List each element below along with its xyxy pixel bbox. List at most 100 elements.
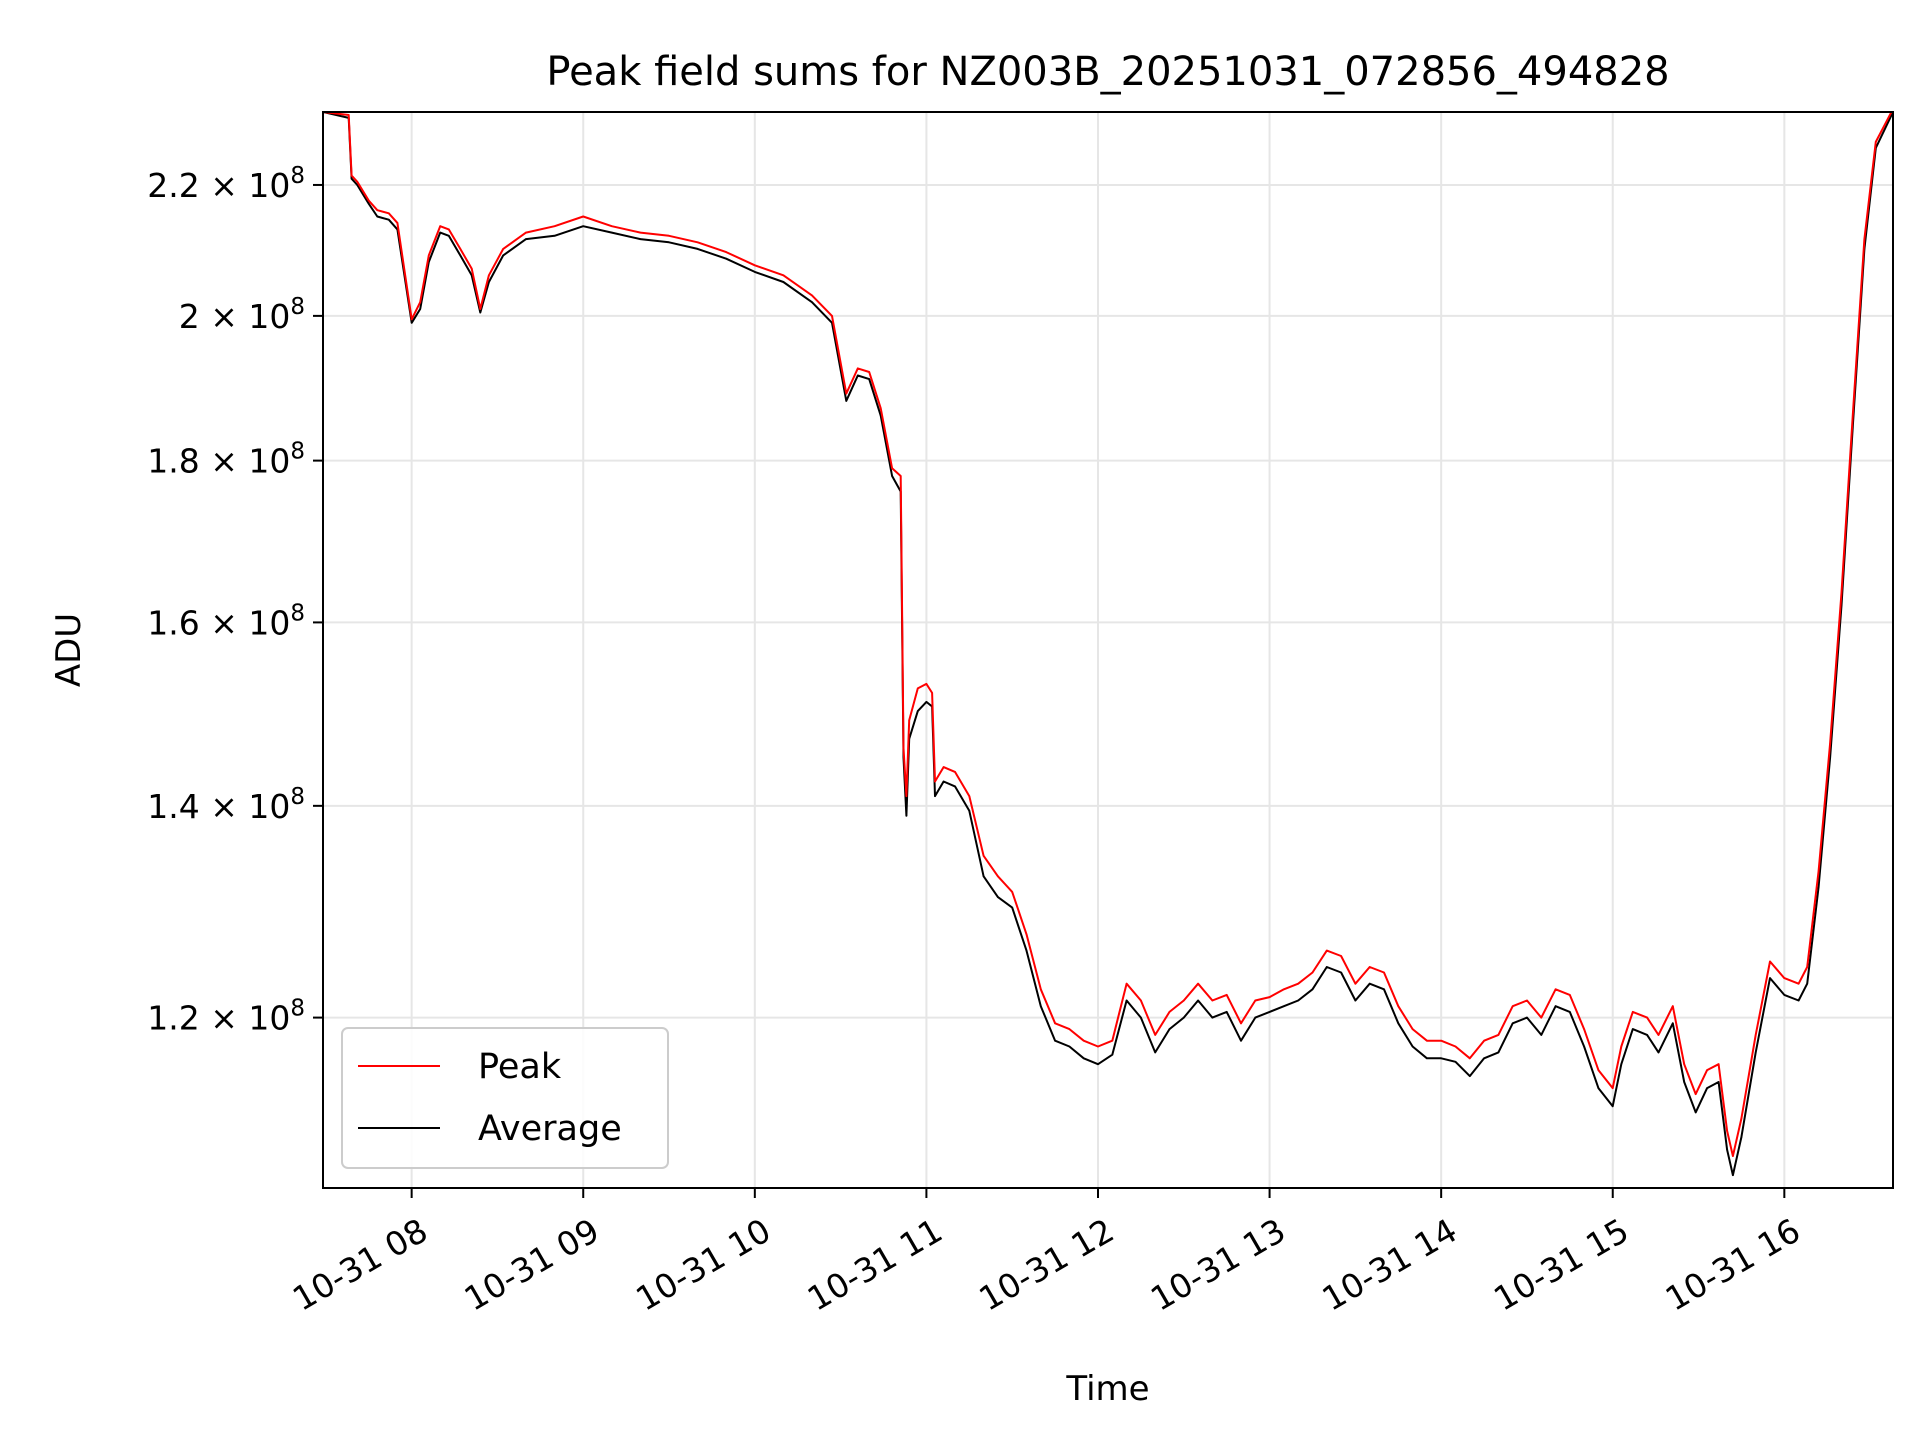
- data-point: [1611, 1087, 1614, 1089]
- data-point: [1732, 1174, 1734, 1176]
- data-point: [1726, 1148, 1728, 1151]
- data-point: [1168, 1028, 1171, 1030]
- data-point: [668, 241, 670, 244]
- data-point: [857, 374, 859, 377]
- data-point: [350, 177, 353, 180]
- data-point: [1125, 999, 1128, 1002]
- data-point: [1426, 1039, 1428, 1042]
- data-point: [1383, 988, 1385, 991]
- data-point: [1754, 1034, 1757, 1036]
- data-point: [1183, 999, 1185, 1002]
- data-point: [725, 251, 727, 253]
- data-point: [1717, 1063, 1720, 1065]
- data-point: [1097, 1063, 1099, 1065]
- data-point: [1268, 1011, 1271, 1013]
- y-tick-label: 1.6 × 108: [147, 600, 305, 642]
- data-point: [1526, 1016, 1528, 1019]
- data-point: [479, 308, 482, 310]
- data-point: [1025, 933, 1028, 936]
- data-point: [782, 281, 785, 283]
- data-point: [439, 231, 442, 234]
- data-point: [1632, 1028, 1634, 1030]
- y-tick-mantissa: 1.2: [147, 999, 199, 1038]
- y-tick-exponent: 8: [290, 600, 305, 626]
- series-average: [323, 112, 1893, 1177]
- data-point: [1211, 1016, 1214, 1019]
- data-point: [908, 719, 910, 722]
- data-point: [1769, 960, 1771, 963]
- data-point: [1354, 982, 1357, 985]
- y-tick-label: 2 × 108: [179, 294, 305, 336]
- data-point: [1082, 1039, 1085, 1042]
- data-point: [1683, 1063, 1685, 1065]
- y-tick-mantissa: 2.2: [147, 166, 199, 205]
- data-point: [1732, 1155, 1734, 1157]
- data-point: [1769, 977, 1771, 979]
- data-point: [502, 248, 505, 250]
- data-point: [1068, 1045, 1071, 1048]
- data-point: [1154, 1034, 1156, 1036]
- data-point: [982, 875, 985, 878]
- data-point: [1440, 1057, 1442, 1060]
- data-point: [1706, 1069, 1708, 1071]
- data-point: [934, 795, 936, 797]
- y-tick-label: 1.8 × 108: [147, 439, 305, 481]
- data-point: [1011, 906, 1013, 909]
- data-point: [845, 400, 848, 402]
- data-point: [639, 238, 642, 240]
- data-point: [1797, 999, 1800, 1002]
- data-point: [582, 225, 584, 227]
- data-point: [1829, 742, 1831, 745]
- data-point: [1554, 988, 1557, 991]
- data-point: [1240, 1022, 1242, 1025]
- data-point: [396, 222, 399, 224]
- y-tick-exponent: 8: [290, 439, 305, 465]
- y-tick-times-ten: × 10: [200, 166, 291, 205]
- data-point: [1646, 1016, 1648, 1019]
- data-point: [1540, 1034, 1543, 1036]
- data-point: [868, 378, 870, 380]
- data-point: [1068, 1028, 1071, 1030]
- data-point: [1354, 999, 1357, 1002]
- y-tick-times-ten: × 10: [200, 603, 291, 642]
- data-point: [954, 771, 956, 773]
- data-point: [1497, 1051, 1500, 1054]
- data-point: [1469, 1057, 1471, 1060]
- data-point: [1569, 994, 1571, 996]
- data-point: [968, 810, 971, 812]
- data-point: [410, 318, 413, 321]
- data-point: [1183, 1016, 1185, 1019]
- data-point: [1140, 999, 1142, 1002]
- data-point: [1197, 999, 1199, 1002]
- y-tick-exponent: 8: [290, 163, 305, 189]
- data-point: [982, 855, 985, 857]
- data-point: [553, 235, 556, 237]
- data-point: [1283, 1005, 1285, 1007]
- data-point: [1097, 1045, 1099, 1048]
- data-point: [1511, 1005, 1514, 1007]
- data-point: [1311, 971, 1314, 974]
- data-point: [1483, 1057, 1485, 1060]
- data-point: [1540, 1016, 1543, 1019]
- data-point: [1646, 1034, 1648, 1036]
- data-point: [1240, 1039, 1242, 1042]
- data-point: [525, 231, 527, 234]
- data-point: [376, 215, 379, 218]
- y-tick-mantissa: 1.8: [147, 442, 199, 481]
- y-tick-times-ten: × 10: [200, 442, 291, 481]
- data-point: [1311, 988, 1314, 991]
- y-tick-mantissa: 1.4: [147, 787, 199, 826]
- data-point: [1111, 1039, 1114, 1042]
- data-point: [917, 710, 919, 712]
- data-point: [1125, 982, 1128, 985]
- data-point: [1706, 1087, 1708, 1089]
- data-point: [1597, 1069, 1600, 1071]
- data-point: [1469, 1075, 1471, 1077]
- data-point: [1806, 966, 1808, 968]
- data-point: [1797, 982, 1800, 985]
- data-point: [942, 780, 945, 783]
- plot-frame: [322, 111, 1894, 1189]
- data-point: [1657, 1051, 1660, 1054]
